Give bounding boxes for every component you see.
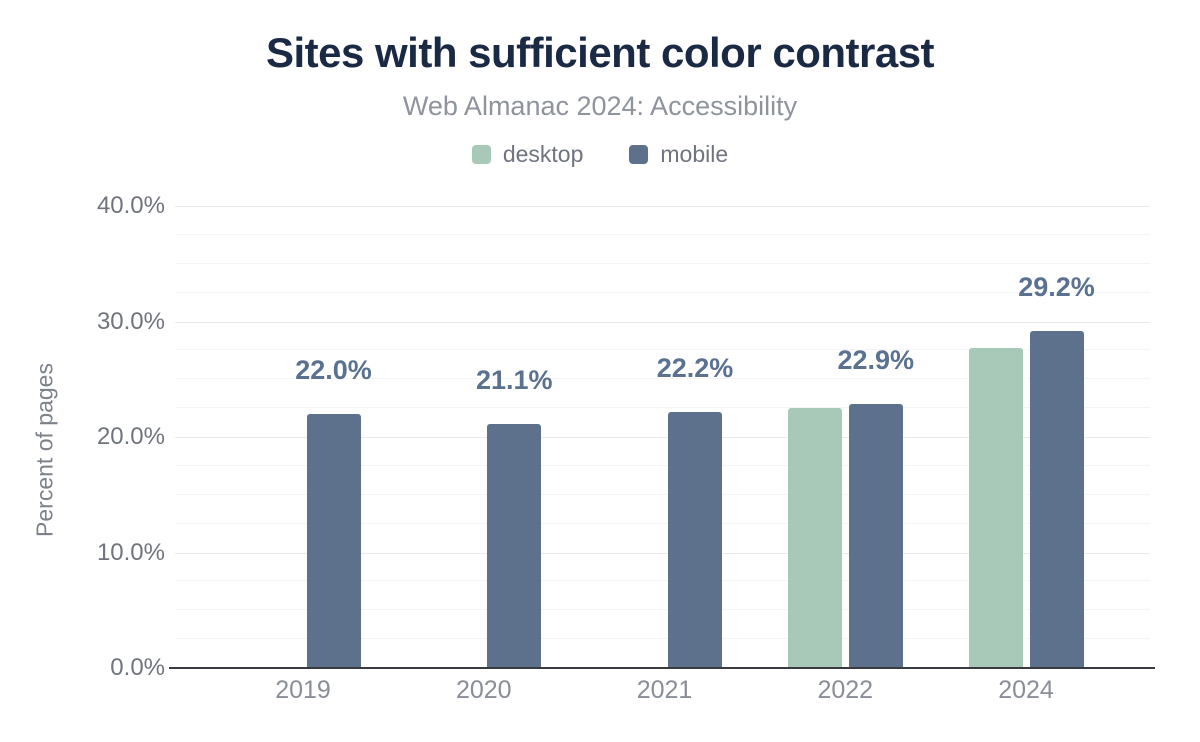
y-tick-label: 10.0%	[96, 538, 165, 566]
gridline-minor	[175, 464, 1150, 466]
legend-swatch-mobile	[629, 145, 649, 164]
x-tick-label-2022: 2022	[817, 676, 874, 704]
gridline-minor	[175, 522, 1150, 524]
legend-item-mobile[interactable]: mobile	[629, 141, 728, 168]
legend: desktop mobile	[0, 141, 1200, 168]
x-axis-line	[169, 667, 1155, 669]
x-tick-label-2020: 2020	[455, 676, 512, 704]
bar-group-2021	[607, 206, 722, 668]
bar-desktop-2022[interactable]	[787, 408, 842, 668]
data-label-2024: 29.2%	[1018, 271, 1095, 302]
x-tick-label-2021: 2021	[636, 676, 693, 704]
gridline-minor	[175, 580, 1150, 582]
x-tick-label-2024: 2024	[998, 676, 1054, 704]
y-axis-title: Percent of pages	[31, 363, 58, 537]
data-label-2021: 22.2%	[656, 352, 734, 383]
legend-label: desktop	[502, 141, 584, 167]
y-tick-label: 20.0%	[96, 423, 165, 450]
bar-desktop-2024[interactable]	[968, 348, 1023, 668]
bar-group-2024	[968, 206, 1084, 668]
gridline-minor	[175, 233, 1150, 235]
data-label-2019: 22.0%	[295, 354, 372, 385]
legend-swatch-desktop	[471, 145, 491, 164]
gridline-major	[175, 437, 1150, 438]
gridline-major	[175, 552, 1150, 554]
gridline-major	[175, 321, 1150, 323]
chart-title: Sites with sufficient color contrast	[265, 29, 935, 76]
chart-subtitle: Web Almanac 2024: Accessibility	[402, 91, 798, 121]
bar-group-2019	[246, 206, 361, 668]
bar-group-2022	[787, 206, 903, 668]
legend-label: mobile	[660, 141, 729, 167]
x-tick-label-2019: 2019	[275, 676, 331, 704]
bar-mobile-2019[interactable]	[306, 413, 361, 668]
y-tick-label: 40.0%	[96, 192, 165, 219]
plot-area: 22.0% 21.1% 22.2% 22.9% 29.2%	[175, 206, 1150, 668]
bar-mobile-2022[interactable]	[848, 403, 903, 668]
gridline-minor	[175, 407, 1150, 409]
y-tick-label: 0.0%	[110, 654, 165, 681]
gridline-minor	[175, 349, 1150, 351]
gridline-major	[175, 206, 1150, 207]
bar-mobile-2021[interactable]	[668, 411, 722, 668]
data-label-2022: 22.9%	[837, 344, 915, 375]
bar-group-2020	[426, 206, 542, 668]
bar-mobile-2024[interactable]	[1029, 330, 1084, 668]
bar-mobile-2020[interactable]	[487, 424, 542, 668]
gridline-minor	[175, 262, 1150, 264]
gridline-minor	[175, 291, 1150, 293]
y-tick-label: 30.0%	[96, 307, 165, 335]
data-label-2020: 21.1%	[475, 365, 553, 396]
legend-item-desktop[interactable]: desktop	[471, 141, 584, 168]
gridline-minor	[175, 493, 1150, 495]
gridline-minor	[175, 609, 1150, 611]
gridline-minor	[175, 638, 1150, 640]
gridline-minor	[175, 378, 1150, 380]
